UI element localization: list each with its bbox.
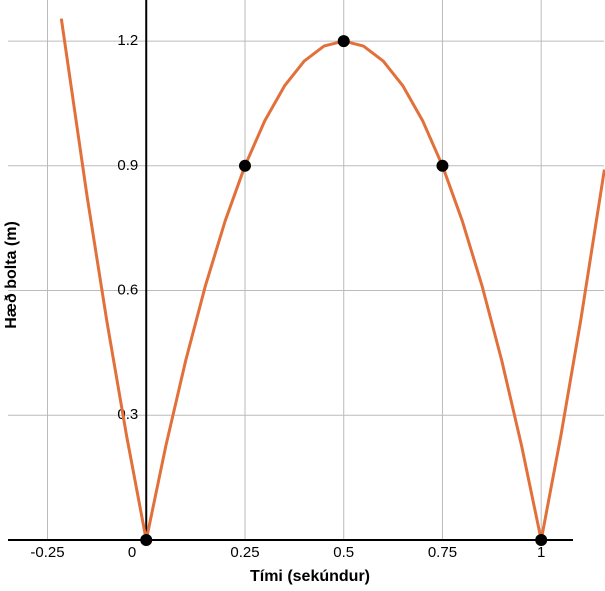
data-point: [337, 35, 350, 48]
x-tick-label: 1: [537, 544, 545, 561]
y-axis-title: Hæð bolta (m): [3, 221, 20, 329]
x-tick-label: 0.5: [333, 544, 354, 561]
data-point: [535, 534, 548, 546]
y-tick-label: 0.9: [117, 157, 138, 174]
x-axis-title: Tími (sekúndur): [250, 568, 370, 585]
data-point: [140, 534, 153, 546]
data-point: [436, 159, 449, 172]
y-tick-label: 1.2: [117, 32, 138, 49]
x-tick-label: 0.25: [230, 544, 259, 561]
line-curve: [59, 18, 605, 542]
y-tick-label: 0.6: [117, 282, 138, 299]
x-tick-label: 0: [128, 544, 136, 561]
data-point: [238, 159, 251, 172]
x-tick-label: 0.75: [428, 544, 457, 561]
x-tick-label: -0.25: [30, 544, 64, 561]
